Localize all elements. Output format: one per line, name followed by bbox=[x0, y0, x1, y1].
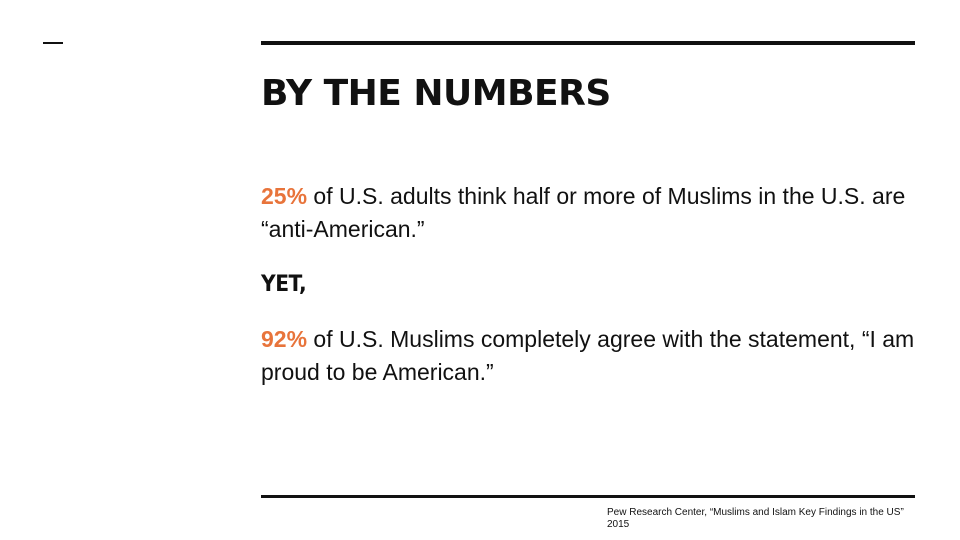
citation-source-line: Pew Research Center, “Muslims and Islam … bbox=[607, 507, 904, 518]
top-rule-divider bbox=[261, 41, 915, 45]
slide-title: BY THE NUMBERS bbox=[261, 73, 611, 114]
bottom-rule-divider bbox=[261, 495, 915, 498]
citation-year: 2015 bbox=[607, 519, 630, 530]
stat-2-text: of U.S. Muslims completely agree with th… bbox=[261, 326, 915, 385]
source-citation: Pew Research Center, “Muslims and Islam … bbox=[607, 507, 947, 531]
stat-paragraph-2: 92% of U.S. Muslims completely agree wit… bbox=[261, 323, 921, 389]
connector-text: YET, bbox=[261, 272, 307, 297]
stat-2-percent: 92% bbox=[261, 326, 308, 352]
stat-1-percent: 25% bbox=[261, 183, 308, 209]
corner-dash-divider bbox=[43, 42, 63, 44]
stat-1-text: of U.S. adults think half or more of Mus… bbox=[261, 183, 906, 242]
stat-paragraph-1: 25% of U.S. adults think half or more of… bbox=[261, 180, 921, 246]
